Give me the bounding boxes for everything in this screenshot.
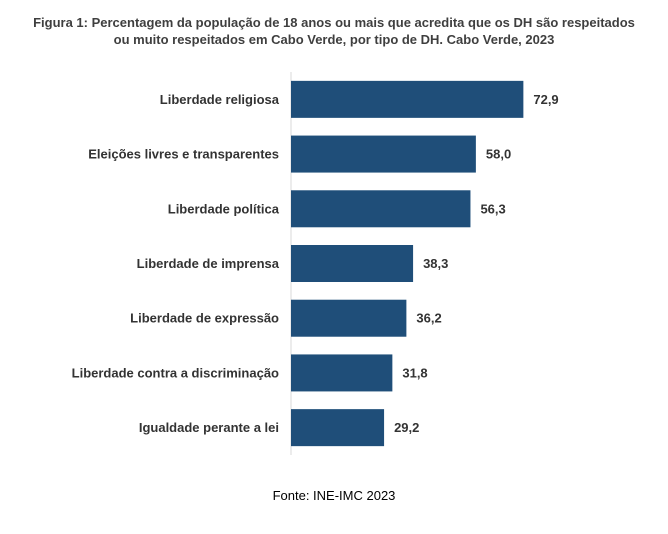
- bar-4: [291, 245, 414, 282]
- source-note: Fonte: INE-IMC 2023: [272, 488, 396, 503]
- value-label-2: 58,0: [486, 147, 511, 162]
- bar-3: [291, 190, 471, 228]
- bar-2: [291, 135, 476, 173]
- chart-title: Figura 1: Percentagem da população de 18…: [0, 14, 668, 48]
- bar-6: [291, 354, 393, 392]
- category-label-5: Liberdade de expressão: [130, 311, 279, 326]
- value-label-7: 29,2: [394, 420, 419, 435]
- bar-1: [291, 80, 524, 118]
- category-label-7: Igualdade perante a lei: [139, 420, 279, 435]
- category-label-3: Liberdade política: [168, 201, 280, 216]
- value-label-3: 56,3: [480, 201, 505, 216]
- category-label-6: Liberdade contra a discriminação: [72, 365, 279, 380]
- value-label-4: 38,3: [423, 256, 448, 271]
- value-label-5: 36,2: [416, 311, 441, 326]
- value-label-1: 72,9: [533, 92, 558, 107]
- category-label-2: Eleições livres e transparentes: [88, 147, 279, 162]
- category-label-4: Liberdade de imprensa: [137, 256, 280, 271]
- value-label-6: 31,8: [402, 365, 427, 380]
- chart-title-line-2: ou muito respeitados em Cabo Verde, por …: [113, 32, 555, 47]
- bar-5: [291, 299, 407, 337]
- bar-7: [291, 409, 385, 447]
- category-label-1: Liberdade religiosa: [160, 92, 280, 107]
- chart-title-line-1: Figura 1: Percentagem da população de 18…: [33, 15, 635, 30]
